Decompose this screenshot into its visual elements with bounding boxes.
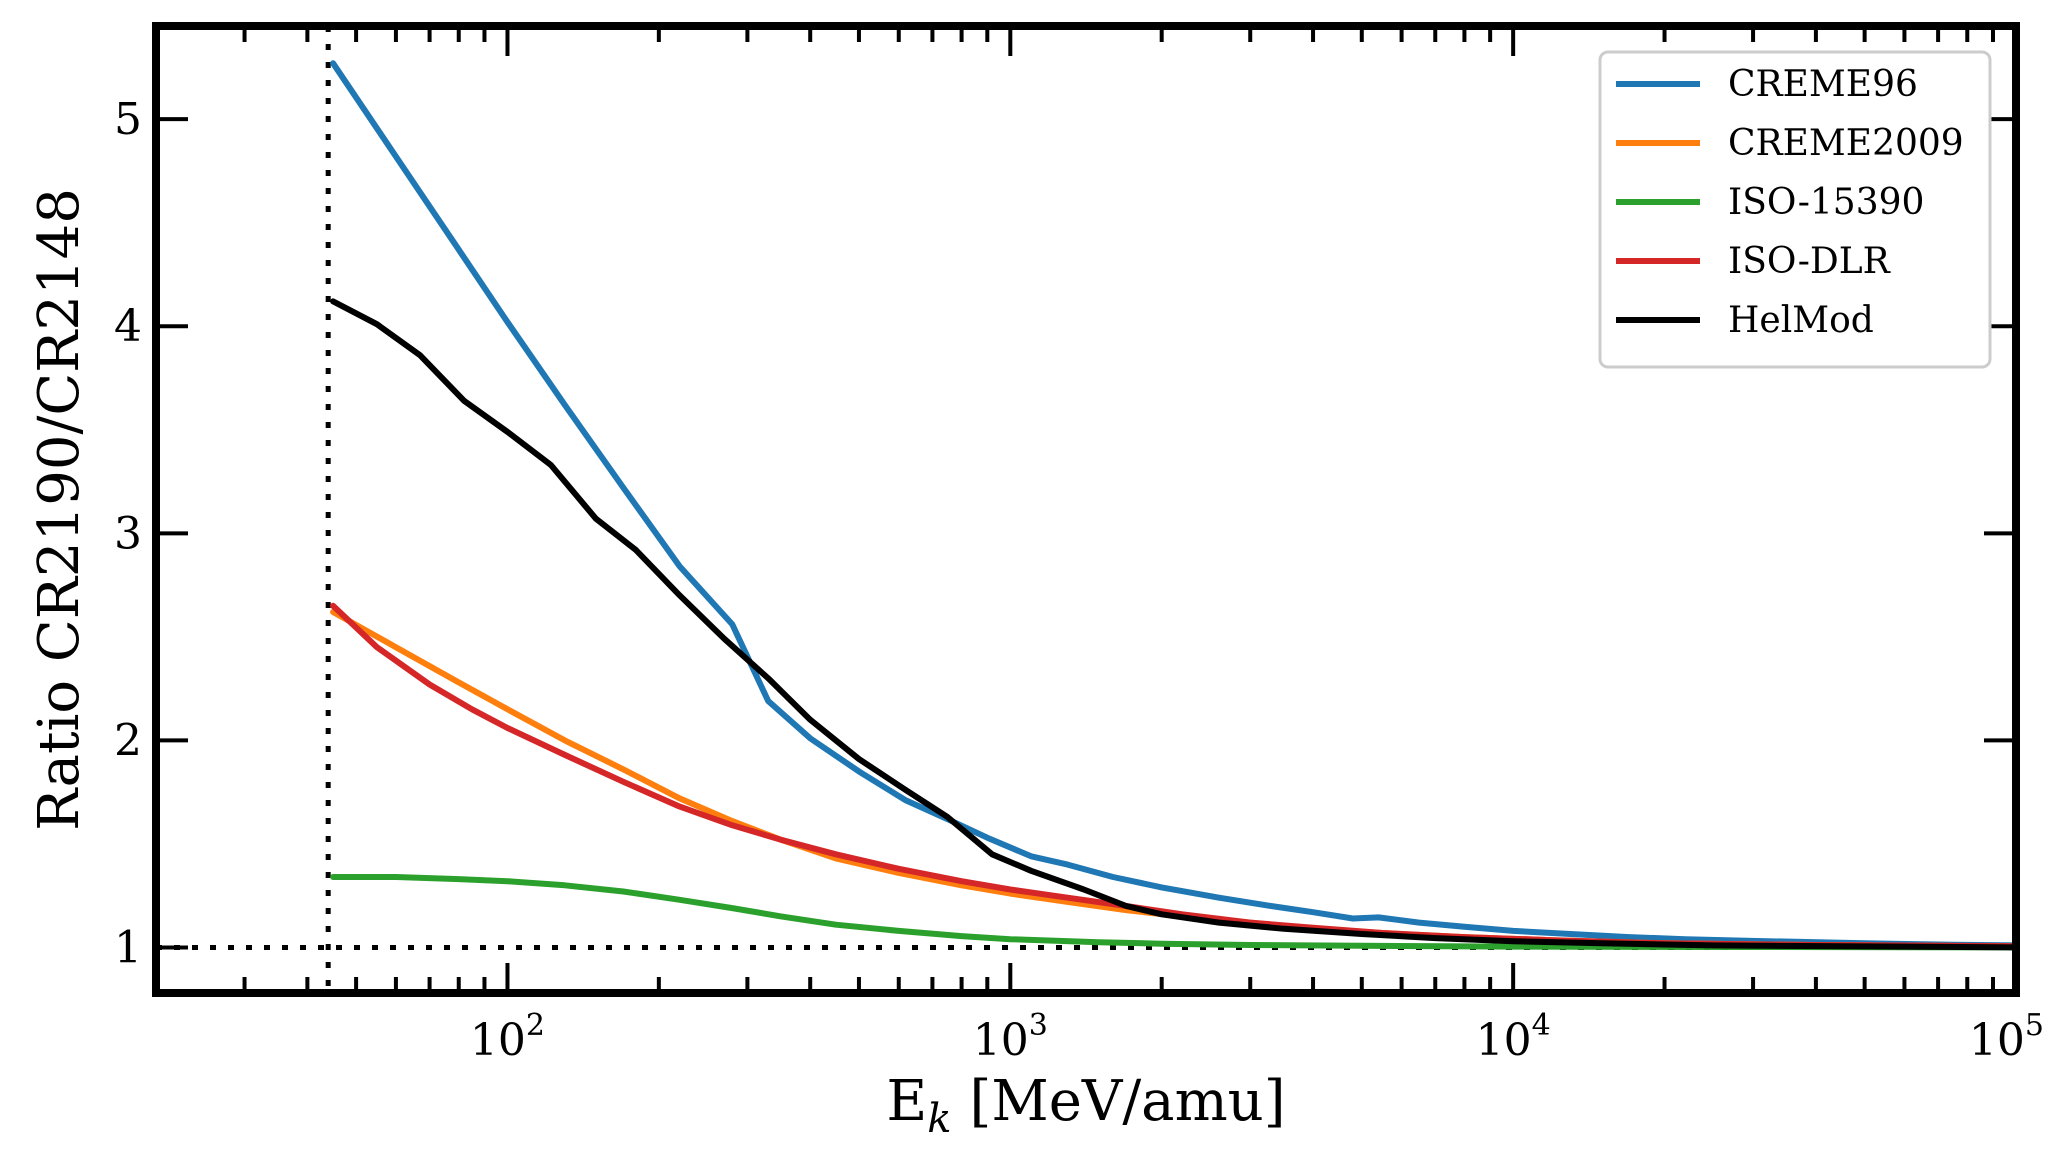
y-tick-labels: 1 2 3 4 5	[114, 94, 142, 973]
x-axis-label-symbol: E	[886, 1069, 927, 1134]
y-tick-label: 3	[114, 508, 142, 559]
x-tick-label: 105	[1969, 1008, 2044, 1066]
legend-label: HelMod	[1728, 300, 1874, 341]
series-layer	[330, 60, 2019, 951]
y-tick-label: 1	[114, 922, 142, 973]
x-tick-labels: 102 103 104 105	[470, 1008, 2044, 1066]
legend: CREME96 CREME2009 ISO-15390 ISO-DLR HelMod	[1598, 50, 1992, 369]
y-tick-label: 5	[114, 94, 142, 145]
legend-items: CREME96 CREME2009 ISO-15390 ISO-DLR HelMod	[1616, 64, 1964, 341]
legend-label: ISO-15390	[1728, 182, 1924, 223]
x-tick-label: 103	[973, 1008, 1048, 1066]
y-tick-label: 2	[114, 715, 142, 766]
x-tick-exponent: 5	[2025, 1008, 2044, 1043]
series-line-creme2009	[330, 609, 2019, 950]
series-line-iso-dlr	[330, 602, 2019, 950]
series-line-creme96	[330, 60, 2019, 949]
x-axis-label-subscript: k	[927, 1096, 951, 1142]
legend-label: CREME96	[1728, 64, 1918, 105]
x-tick-base: 10	[470, 1015, 526, 1066]
x-axis-label-unit: [MeV/amu]	[970, 1069, 1286, 1134]
y-tick-label: 4	[114, 301, 142, 352]
plot-frame	[152, 22, 2020, 997]
y-axis-label: Ratio CR2190/CR2148	[27, 188, 92, 831]
x-tick-exponent: 3	[1029, 1008, 1048, 1043]
x-tick-base: 10	[1969, 1015, 2025, 1066]
x-tick-label: 102	[470, 1008, 545, 1066]
legend-box	[1598, 50, 1992, 369]
x-tick-label: 104	[1476, 1008, 1551, 1066]
x-tick-exponent: 2	[526, 1008, 545, 1043]
x-axis-label: Ek [MeV/amu]	[886, 1069, 1285, 1142]
x-tick-exponent: 4	[1532, 1008, 1551, 1043]
legend-label: CREME2009	[1728, 123, 1964, 164]
series-line-iso-15390	[330, 874, 2019, 951]
x-tick-base: 10	[973, 1015, 1029, 1066]
legend-label: ISO-DLR	[1728, 241, 1891, 282]
series-line-helmod	[330, 298, 2019, 951]
x-tick-base: 10	[1476, 1015, 1532, 1066]
